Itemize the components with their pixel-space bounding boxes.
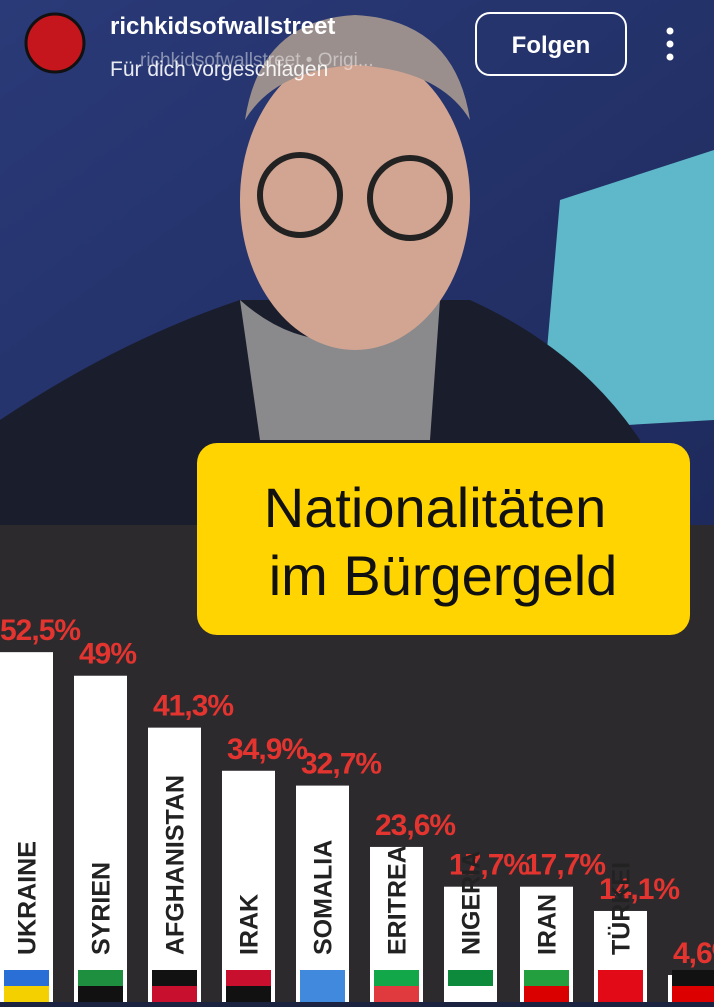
- value-label: 14,1%: [599, 873, 679, 906]
- category-label: AFGHANISTAN: [162, 775, 190, 955]
- follow-button[interactable]: [475, 12, 627, 76]
- menu-dot[interactable]: [666, 40, 674, 48]
- caption-line: Nationalitäten: [264, 476, 606, 539]
- value-label: 23,6%: [375, 809, 455, 842]
- suggestion-label: Für dich vorgeschlagen: [110, 58, 328, 81]
- flag: [524, 970, 569, 986]
- flag: [672, 986, 714, 1002]
- bar: [74, 675, 127, 1006]
- bar: [222, 770, 275, 1006]
- category-label: SYRIEN: [88, 862, 116, 955]
- flag: [672, 970, 714, 986]
- flag: [78, 970, 123, 986]
- flag: [300, 970, 345, 986]
- person-face: [240, 50, 470, 350]
- flag: [152, 986, 197, 1002]
- flag: [226, 970, 271, 986]
- flag: [448, 986, 493, 1002]
- bar: [296, 785, 349, 1006]
- flag: [374, 986, 419, 1002]
- flag: [524, 986, 569, 1002]
- value-label: 34,9%: [227, 733, 307, 766]
- more-menu[interactable]: [666, 27, 674, 61]
- category-label: TÜRKEI: [607, 862, 636, 955]
- bar: [0, 652, 53, 1006]
- flag: [598, 970, 643, 986]
- avatar[interactable]: [24, 12, 86, 74]
- category-label: SOMALIA: [310, 840, 338, 955]
- caption-box: [197, 443, 690, 635]
- value-label: 41,3%: [153, 690, 233, 723]
- flag: [152, 970, 197, 986]
- flag: [598, 986, 643, 1002]
- flag: [448, 970, 493, 986]
- flag: [4, 970, 49, 986]
- person-hair: [245, 15, 470, 120]
- category-label: IRAN: [534, 894, 562, 955]
- flag: [374, 970, 419, 986]
- category-label: NIGERIA: [458, 851, 486, 955]
- caption-line: im Bürgergeld: [269, 544, 618, 607]
- audio-label[interactable]: richkidsofwallstreet • Origi...: [140, 50, 374, 71]
- category-label: ERITREA: [384, 845, 412, 955]
- glasses-left: [257, 152, 343, 238]
- value-label: 52,5%: [0, 614, 80, 647]
- menu-dot[interactable]: [666, 53, 674, 61]
- value-label: 4,6%: [673, 937, 714, 970]
- value-label: 17,7%: [449, 849, 529, 882]
- username[interactable]: richkidsofwallstreet: [110, 13, 335, 40]
- category-label: IRAK: [236, 894, 264, 955]
- category-label: UKRAINE: [14, 841, 42, 955]
- menu-dot[interactable]: [666, 27, 674, 35]
- chart: 52,5% UKRAINE 49% SYRIEN 41,3% AFGHANISTAN 34,…: [0, 614, 714, 1006]
- backdrop-panel: [540, 150, 714, 430]
- flag: [300, 986, 345, 1002]
- follow-button-label[interactable]: Folgen: [512, 32, 591, 59]
- flag: [226, 986, 271, 1002]
- value-label: 49%: [79, 638, 136, 671]
- flag: [78, 986, 123, 1002]
- value-label: 32,7%: [301, 748, 381, 781]
- value-label: 17,7%: [525, 849, 605, 882]
- flag: [4, 986, 49, 1002]
- glasses-right: [367, 155, 453, 241]
- bar: [148, 727, 201, 1006]
